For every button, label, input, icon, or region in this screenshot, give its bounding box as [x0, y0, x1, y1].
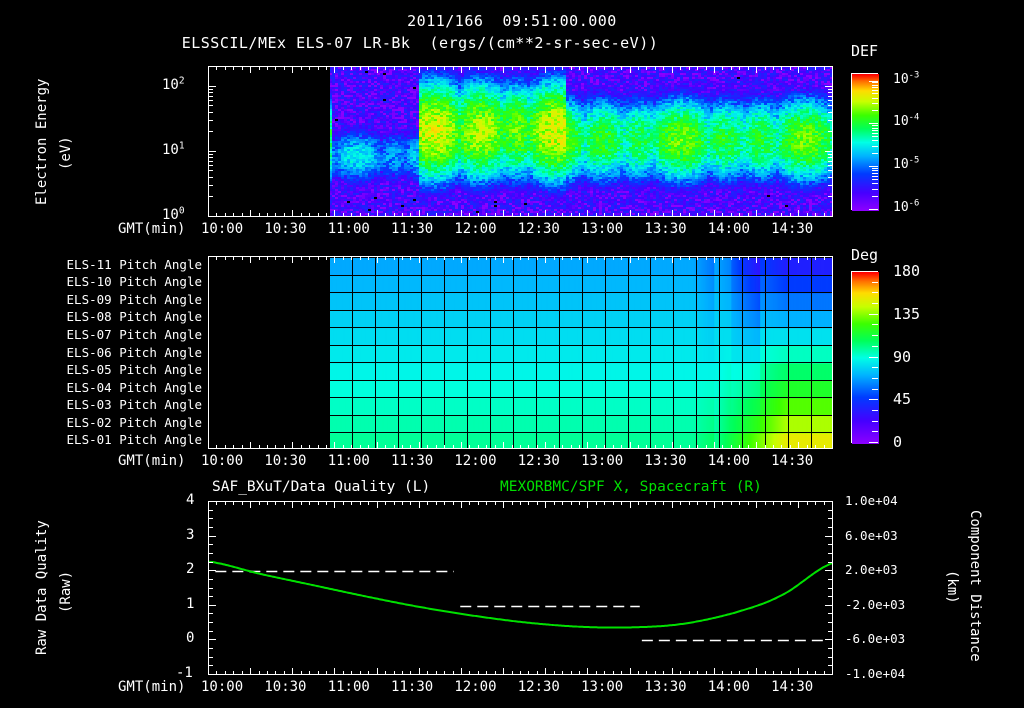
time-tick-label: 12:00	[454, 679, 497, 695]
energy-spectrogram-image	[209, 67, 832, 216]
distance-ytick-label: -2.0e+03	[845, 596, 906, 612]
raw-data-quality-axis-title-line1: Raw Data Quality	[34, 520, 50, 655]
time-tick-label: 14:30	[771, 679, 814, 695]
energy-panel-xaxis-label: GMT(min)	[118, 221, 186, 237]
deg-colorbar-title: Deg	[851, 246, 879, 264]
orbit-ytick-label: 1	[186, 595, 195, 612]
time-tick-label: 10:30	[264, 221, 307, 237]
orbit-ytick-label: 3	[186, 526, 195, 543]
time-tick-label: 11:00	[327, 453, 370, 469]
time-tick-label: 14:00	[707, 453, 750, 469]
def-colorbar-tick-label: 10-4	[893, 113, 920, 130]
deg-colorbar-gradient	[852, 272, 879, 444]
time-tick-label: 12:30	[517, 453, 560, 469]
distance-ytick-label: -1.0e+04	[845, 666, 906, 681]
deg-colorbar-tick-label: 90	[893, 347, 912, 366]
distance-ytick-label: -6.0e+03	[845, 631, 906, 647]
page-subtitle: ELSSCIL/MEx ELS-07 LR-Bk (ergs/(cm**2-sr…	[181, 34, 659, 52]
time-tick-label: 10:30	[264, 679, 307, 695]
pitch-row-label: ELS-01 Pitch Angle	[66, 432, 202, 448]
orbit-ytick-label: 0	[186, 630, 195, 647]
deg-colorbar	[851, 271, 879, 444]
pitch-row-label: ELS-07 Pitch Angle	[66, 326, 202, 342]
orbit-panel-title-left: SAF_BXuT/Data Quality (L)	[212, 479, 431, 495]
raw-data-quality-axis-title-line2: (Raw)	[58, 570, 74, 613]
time-tick-label: 12:30	[517, 679, 560, 695]
time-tick-label: 11:00	[327, 221, 370, 237]
time-tick-label: 12:30	[517, 221, 560, 237]
energy-ytick-label: 100	[162, 205, 185, 223]
pitch-row-label: ELS-10 Pitch Angle	[66, 274, 202, 290]
time-tick-label: 10:30	[264, 453, 307, 469]
time-tick-label: 10:00	[201, 221, 244, 237]
pitch-angle-panel	[208, 256, 833, 449]
orbit-panel	[208, 501, 833, 675]
energy-spectrogram-panel	[208, 66, 833, 217]
pitch-row-label: ELS-11 Pitch Angle	[66, 256, 202, 272]
pitch-row-label: ELS-09 Pitch Angle	[66, 291, 202, 307]
energy-ytick-label: 101	[162, 140, 185, 158]
deg-colorbar-tick-label: 180	[893, 262, 921, 280]
time-tick-label: 13:30	[644, 679, 687, 695]
distance-ytick-label: 1.0e+04	[845, 493, 898, 508]
time-tick-label: 10:00	[201, 453, 244, 469]
orbit-ytick-label: 2	[186, 561, 195, 578]
orbit-panel-title-right: MEXORBMC/SPF X, Spacecraft (R)	[500, 479, 762, 495]
pitch-row-label: ELS-08 Pitch Angle	[66, 309, 202, 325]
time-tick-label: 13:00	[581, 221, 624, 237]
pitch-row-label: ELS-04 Pitch Angle	[66, 379, 202, 395]
distance-ytick-label: 6.0e+03	[845, 527, 898, 543]
time-tick-label: 14:30	[771, 221, 814, 237]
time-tick-label: 11:30	[391, 453, 434, 469]
orbit-ytick-label: -1	[176, 665, 193, 681]
time-tick-label: 11:00	[327, 679, 370, 695]
energy-axis-title-line1: Electron Energy	[34, 78, 50, 205]
def-colorbar-title: DEF	[851, 42, 879, 60]
pitch-row-label: ELS-03 Pitch Angle	[66, 397, 202, 413]
time-tick-label: 13:30	[644, 453, 687, 469]
page-title-timestamp: 2011/166 09:51:00.000	[407, 12, 617, 30]
time-tick-label: 13:00	[581, 679, 624, 695]
time-tick-label: 12:00	[454, 453, 497, 469]
pitch-row-label: ELS-02 Pitch Angle	[66, 414, 202, 430]
deg-colorbar-tick-label: 135	[893, 304, 921, 323]
time-tick-label: 13:30	[644, 221, 687, 237]
time-tick-label: 14:00	[707, 679, 750, 695]
distance-ytick-label: 2.0e+03	[845, 562, 898, 578]
def-colorbar-tick-label: 10-5	[893, 155, 920, 173]
time-tick-label: 13:00	[581, 453, 624, 469]
energy-axis-title-line2: (eV)	[58, 136, 74, 170]
orbit-ytick-label: 4	[186, 492, 195, 508]
deg-colorbar-tick-label: 45	[893, 390, 912, 409]
time-tick-label: 10:00	[201, 679, 244, 695]
time-tick-label: 14:30	[771, 453, 814, 469]
time-tick-label: 14:00	[707, 221, 750, 237]
def-colorbar-gradient	[852, 74, 879, 211]
energy-ytick-label: 102	[162, 74, 185, 93]
orbit-panel-xaxis-label: GMT(min)	[118, 679, 186, 695]
deg-colorbar-tick-label: 0	[893, 433, 903, 451]
pitch-row-label: ELS-05 Pitch Angle	[66, 362, 202, 378]
component-distance-axis-title-line2: (km)	[944, 570, 960, 604]
pitch-panel-xaxis-label: GMT(min)	[118, 453, 186, 469]
time-tick-label: 12:00	[454, 221, 497, 237]
def-colorbar-tick-label: 10-6	[893, 198, 920, 215]
orbit-plot-lines	[209, 502, 832, 674]
def-colorbar	[851, 73, 879, 211]
component-distance-axis-title-line1: Component Distance	[967, 510, 983, 662]
def-colorbar-tick-label: 10-3	[893, 70, 920, 87]
time-tick-label: 11:30	[391, 221, 434, 237]
time-tick-label: 11:30	[391, 679, 434, 695]
pitch-row-label: ELS-06 Pitch Angle	[66, 344, 202, 360]
pitch-angle-image	[209, 257, 832, 448]
